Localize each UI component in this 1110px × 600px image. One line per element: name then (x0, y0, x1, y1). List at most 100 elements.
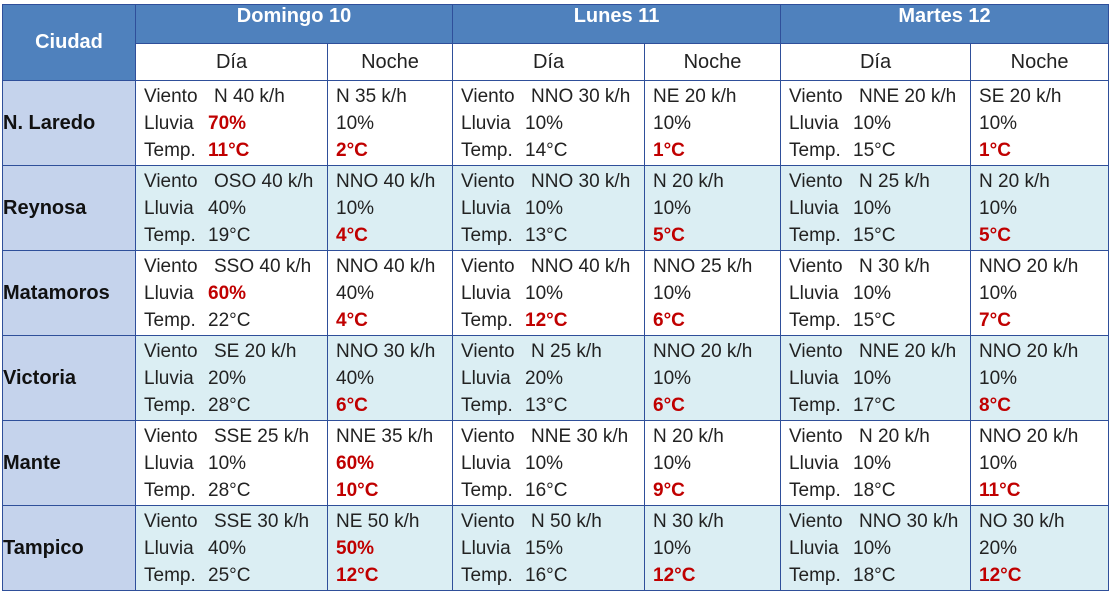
temp-value: 7°C (979, 310, 1011, 331)
temp-value: 12°C (653, 565, 696, 586)
temp-label: Temp. (461, 565, 513, 586)
rain-label: Lluvia (144, 113, 194, 134)
rain-value: 10% (853, 538, 892, 559)
temp-line: Temp. 15°C (789, 307, 970, 334)
temp-line: 1°C (979, 137, 1108, 164)
rain-line: Lluvia 10% (789, 280, 970, 307)
wind-label: Viento (461, 171, 515, 192)
wind-value: N 30 k/h (859, 256, 930, 277)
wind-value: NNO 25 k/h (653, 256, 753, 277)
temp-label: Temp. (461, 225, 513, 246)
rain-line: 10% (653, 110, 780, 137)
wind-value: N 35 k/h (336, 86, 407, 107)
day-forecast-cell: Viento NNO 30 k/h Lluvia 10% Temp. 13°C (452, 165, 646, 251)
night-forecast-cell: N 35 k/h 10% 2°C (326, 80, 454, 166)
wind-line: NNO 20 k/h (653, 338, 780, 365)
rain-line: 10% (979, 450, 1108, 477)
rain-label: Lluvia (144, 538, 194, 559)
rain-line: 10% (979, 280, 1108, 307)
wind-label: Viento (789, 256, 843, 277)
wind-line: Viento SSE 25 k/h (144, 423, 327, 450)
rain-label: Lluvia (461, 538, 511, 559)
temp-label: Temp. (144, 480, 196, 501)
wind-line: Viento NNO 30 k/h (461, 83, 644, 110)
wind-line: N 20 k/h (653, 423, 780, 450)
rain-value: 20% (979, 538, 1018, 559)
day-forecast-cell: Viento SSO 40 k/h Lluvia 60% Temp. 22°C (135, 250, 328, 336)
wind-label: Viento (144, 171, 198, 192)
rain-value: 20% (208, 368, 247, 389)
rain-value: 10% (853, 198, 892, 219)
rain-value: 10% (336, 113, 375, 134)
rain-line: 10% (653, 535, 780, 562)
rain-value: 40% (208, 538, 247, 559)
temp-value: 8°C (979, 395, 1011, 416)
city-name: N. Laredo (2, 80, 136, 166)
wind-label: Viento (461, 426, 515, 447)
rain-line: 50% (336, 535, 452, 562)
wind-value: NNO 40 k/h (531, 256, 631, 277)
rain-line: 60% (336, 450, 452, 477)
rain-value: 10% (653, 113, 692, 134)
temp-line: 12°C (979, 562, 1108, 589)
wind-value: NO 30 k/h (979, 511, 1065, 532)
wind-line: Viento N 20 k/h (789, 423, 970, 450)
temp-line: 7°C (979, 307, 1108, 334)
temp-line: Temp. 13°C (461, 222, 644, 249)
temp-value: 9°C (653, 480, 685, 501)
wind-value: N 30 k/h (653, 511, 724, 532)
wind-label: Viento (461, 86, 515, 107)
night-forecast-cell: NNO 20 k/h 10% 7°C (970, 250, 1110, 336)
day-forecast-cell: Viento N 30 k/h Lluvia 10% Temp. 15°C (780, 250, 972, 336)
temp-line: Temp. 19°C (144, 222, 327, 249)
wind-value: N 20 k/h (653, 171, 724, 192)
wind-value: NNE 30 k/h (531, 426, 629, 447)
wind-value: NNE 20 k/h (859, 341, 957, 362)
rain-line: Lluvia 10% (789, 195, 970, 222)
rain-value: 10% (979, 113, 1018, 134)
rain-value: 10% (853, 453, 892, 474)
rain-label: Lluvia (461, 283, 511, 304)
rain-line: 40% (336, 280, 452, 307)
rain-label: Lluvia (144, 198, 194, 219)
temp-value: 6°C (653, 310, 685, 331)
temp-value: 15°C (853, 310, 896, 331)
temp-line: 1°C (653, 137, 780, 164)
day-forecast-cell: Viento NNO 30 k/h Lluvia 10% Temp. 14°C (452, 80, 646, 166)
day-subheader: Día (780, 43, 972, 81)
day-forecast-cell: Viento NNE 20 k/h Lluvia 10% Temp. 17°C (780, 335, 972, 421)
wind-line: NNE 35 k/h (336, 423, 452, 450)
day-forecast-cell: Viento NNE 20 k/h Lluvia 10% Temp. 15°C (780, 80, 972, 166)
rain-label: Lluvia (461, 453, 511, 474)
temp-line: Temp. 12°C (461, 307, 644, 334)
rain-value: 60% (208, 283, 247, 304)
wind-value: SSE 30 k/h (214, 511, 310, 532)
wind-value: N 50 k/h (531, 511, 602, 532)
night-forecast-cell: NNO 40 k/h 10% 4°C (326, 165, 454, 251)
temp-value: 1°C (653, 140, 685, 161)
rain-line: Lluvia 10% (461, 195, 644, 222)
rain-value: 10% (525, 113, 564, 134)
temp-label: Temp. (144, 140, 196, 161)
day-subheader: Día (135, 43, 328, 81)
day-forecast-cell: Viento N 25 k/h Lluvia 10% Temp. 15°C (780, 165, 972, 251)
temp-line: 5°C (653, 222, 780, 249)
rain-line: Lluvia 10% (461, 280, 644, 307)
rain-label: Lluvia (461, 198, 511, 219)
table-row: Matamoros Viento SSO 40 k/h Lluvia 60% Temp. 2… (2, 250, 1110, 336)
temp-value: 19°C (208, 225, 251, 246)
temp-line: 12°C (653, 562, 780, 589)
rain-value: 60% (336, 453, 375, 474)
wind-line: Viento NNE 20 k/h (789, 338, 970, 365)
rain-label: Lluvia (789, 538, 839, 559)
rain-value: 10% (979, 368, 1018, 389)
temp-value: 5°C (979, 225, 1011, 246)
rain-label: Lluvia (461, 113, 511, 134)
wind-value: NNO 40 k/h (336, 256, 436, 277)
rain-value: 15% (525, 538, 564, 559)
temp-value: 25°C (208, 565, 251, 586)
wind-line: Viento SSO 40 k/h (144, 253, 327, 280)
rain-value: 10% (979, 283, 1018, 304)
rain-line: Lluvia 40% (144, 535, 327, 562)
temp-line: Temp. 28°C (144, 392, 327, 419)
